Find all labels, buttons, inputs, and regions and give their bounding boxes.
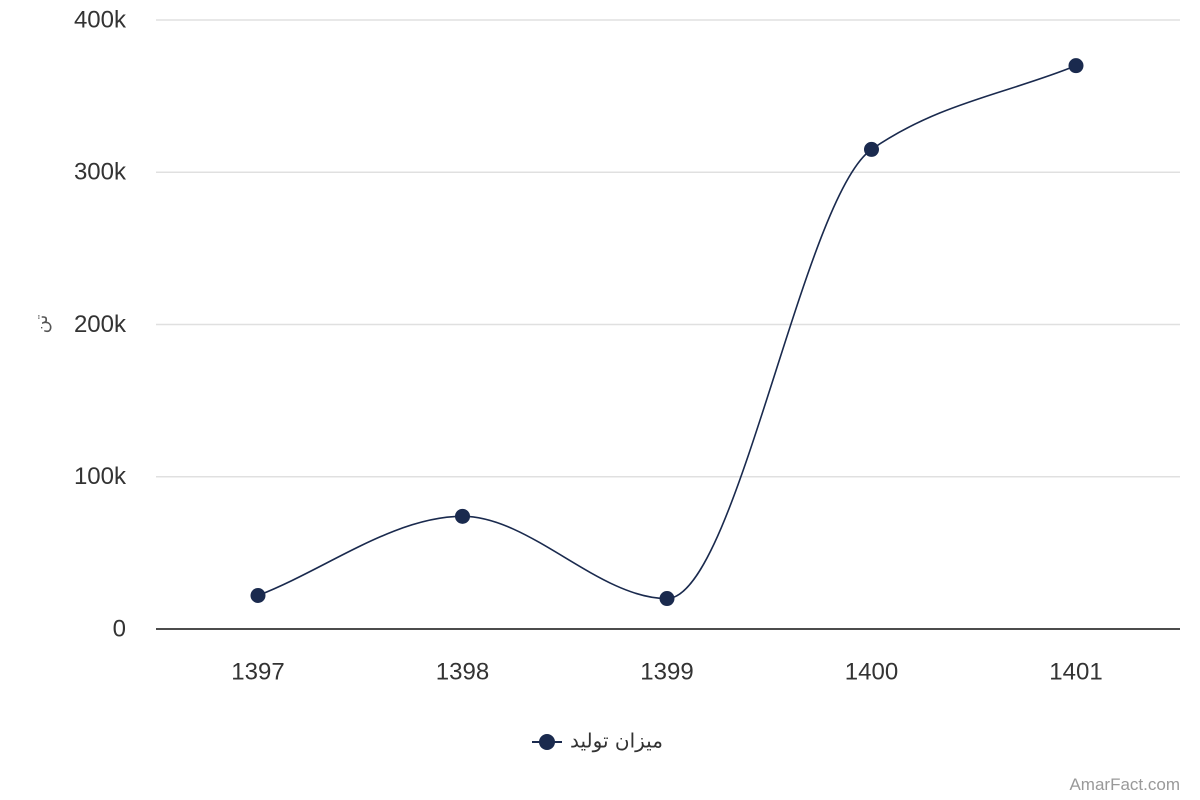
data-point[interactable]	[455, 508, 470, 524]
y-tick-label: 400k	[74, 6, 127, 33]
legend-label: میزان تولید	[570, 729, 663, 753]
y-tick-label: 100k	[74, 463, 127, 490]
data-point[interactable]	[864, 141, 879, 157]
y-tick-label: 200k	[74, 311, 127, 338]
legend[interactable]: میزان تولید	[532, 729, 663, 753]
data-point[interactable]	[250, 588, 266, 604]
series-line	[257, 64, 1077, 600]
data-point[interactable]	[659, 591, 675, 607]
x-axis-ticks: 1397 1398 1399 1400 1401	[231, 658, 1102, 685]
x-tick-label: 1401	[1049, 658, 1102, 685]
series-points	[250, 58, 1084, 607]
y-axis-ticks: 0 100k 200k 300k 400k	[74, 6, 127, 642]
data-point[interactable]	[1068, 58, 1084, 74]
x-tick-label: 1399	[640, 658, 693, 685]
x-tick-label: 1397	[231, 658, 284, 685]
x-tick-label: 1398	[436, 658, 489, 685]
y-tick-label: 300k	[74, 159, 127, 186]
y-tick-label: 0	[113, 615, 126, 642]
legend-point-marker	[539, 734, 555, 750]
x-tick-label: 1400	[845, 658, 898, 685]
grid-lines	[156, 19, 1180, 478]
credit-text[interactable]: AmarFact.com	[1069, 775, 1180, 794]
y-axis-label: تن	[31, 315, 52, 334]
